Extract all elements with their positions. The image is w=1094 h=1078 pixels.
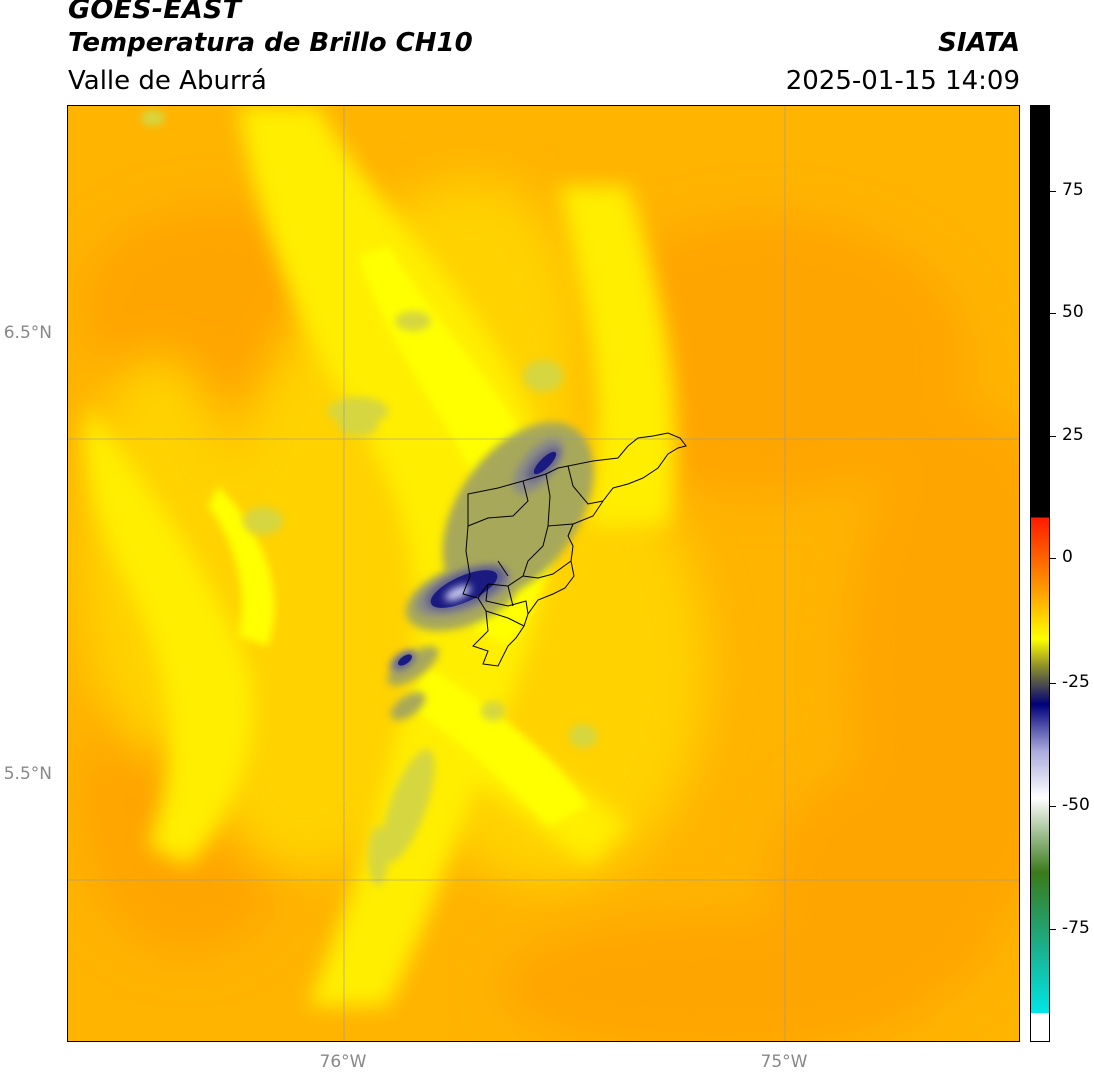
colorbar-tick-minus-75 — [1050, 929, 1056, 930]
map-canvas — [68, 106, 1019, 1041]
colorbar-label-50: 50 — [1062, 302, 1084, 322]
colorbar-label-75: 75 — [1062, 180, 1084, 200]
lat-label-6-5n: 6.5°N — [3, 323, 52, 343]
satellite-title: GOES-EAST — [68, 0, 242, 25]
colorbar-label-minus-50: -50 — [1062, 795, 1090, 815]
colorbar-label-0: 0 — [1062, 547, 1073, 567]
datetime-label: 2025-01-15 14:09 — [785, 66, 1020, 96]
colorbar-label-minus-25: -25 — [1062, 672, 1090, 692]
colorbar-tick-minus-50 — [1050, 806, 1056, 807]
colorbar-tick-75 — [1050, 191, 1056, 192]
colorbar-label-25: 25 — [1062, 425, 1084, 445]
region-label: Valle de Aburrá — [68, 66, 267, 96]
lat-label-5-5n: 5.5°N — [3, 764, 52, 784]
product-title: Temperatura de Brillo CH10 — [68, 28, 473, 58]
colorbar-tick-25 — [1050, 436, 1056, 437]
graticule — [68, 106, 1019, 1041]
brightness-temperature-map — [67, 105, 1020, 1042]
lon-label-75w: 75°W — [760, 1052, 808, 1072]
municipal-boundaries — [462, 432, 687, 667]
colorbar-tick-0 — [1050, 558, 1056, 559]
colorbar-tick-minus-25 — [1050, 683, 1056, 684]
olive-patches — [141, 110, 597, 886]
colorbar-label-minus-75: -75 — [1062, 918, 1090, 938]
lon-label-76w: 76°W — [319, 1052, 367, 1072]
colorbar-tick-50 — [1050, 313, 1056, 314]
temperature-colorbar — [1030, 105, 1050, 1042]
organization-label: SIATA — [938, 28, 1020, 58]
